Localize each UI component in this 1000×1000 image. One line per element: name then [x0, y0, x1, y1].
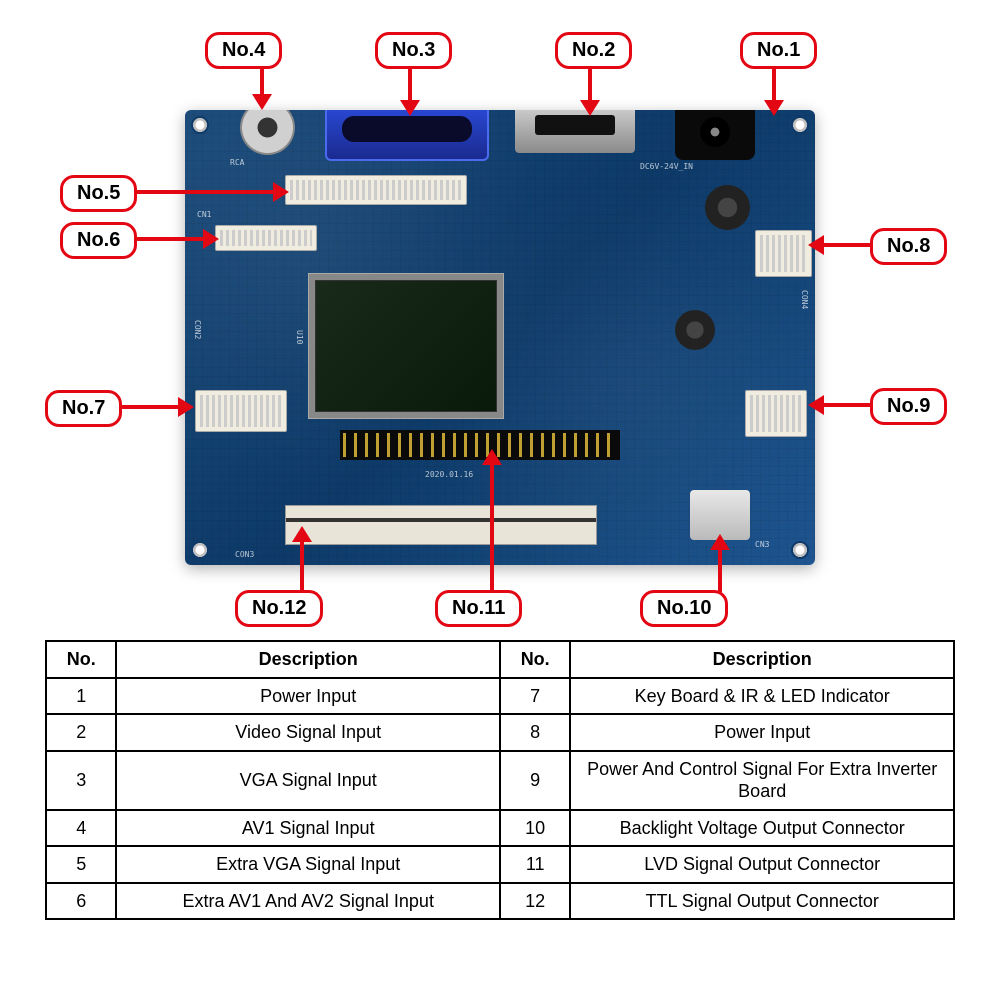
cell-no: 7 [500, 678, 570, 715]
pcb-board: RCA CN1 CON2 CON3 CON4 CN3 DC6V-24V_IN U… [185, 110, 815, 565]
connector-keyboard [195, 390, 287, 432]
cell-desc: AV1 Signal Input [116, 810, 500, 847]
connector-power [755, 230, 812, 277]
callout-2: No.2 [555, 32, 632, 69]
connector-inverter [745, 390, 807, 437]
cell-no: 9 [500, 751, 570, 810]
cell-no: 3 [46, 751, 116, 810]
cell-no: 10 [500, 810, 570, 847]
connector-backlight [690, 490, 750, 540]
table-row: 5Extra VGA Signal Input11LVD Signal Outp… [46, 846, 954, 883]
silk-con2: CON2 [193, 320, 202, 339]
mounting-hole [191, 116, 209, 134]
table-row: 6Extra AV1 And AV2 Signal Input12TTL Sig… [46, 883, 954, 920]
callout-6: No.6 [60, 222, 137, 259]
cell-desc: Key Board & IR & LED Indicator [570, 678, 954, 715]
mounting-hole [791, 541, 809, 559]
hdmi-port [515, 110, 635, 153]
mounting-hole [191, 541, 209, 559]
cell-no: 8 [500, 714, 570, 751]
cell-desc: Backlight Voltage Output Connector [570, 810, 954, 847]
table-row: 1Power Input7Key Board & IR & LED Indica… [46, 678, 954, 715]
callout-11: No.11 [435, 590, 522, 627]
silk-date: 2020.01.16 [425, 470, 473, 479]
connector-extra-vga [285, 175, 467, 205]
callout-10: No.10 [640, 590, 728, 627]
connector-extra-av [215, 225, 317, 251]
cell-no: 6 [46, 883, 116, 920]
callout-9: No.9 [870, 388, 947, 425]
rca-jack [240, 110, 295, 155]
th-desc-left: Description [116, 641, 500, 678]
callout-8: No.8 [870, 228, 947, 265]
callout-1: No.1 [740, 32, 817, 69]
cell-no: 2 [46, 714, 116, 751]
cell-no: 11 [500, 846, 570, 883]
th-no-right: No. [500, 641, 570, 678]
callout-7: No.7 [45, 390, 122, 427]
capacitor [675, 310, 715, 350]
cell-desc: Extra AV1 And AV2 Signal Input [116, 883, 500, 920]
cell-desc: Video Signal Input [116, 714, 500, 751]
capacitor [705, 185, 750, 230]
callout-12: No.12 [235, 590, 323, 627]
silk-dc: DC6V-24V_IN [640, 162, 693, 171]
main-ic-chip [315, 280, 497, 412]
cell-desc: Power Input [116, 678, 500, 715]
callout-5: No.5 [60, 175, 137, 212]
table-row: 3VGA Signal Input9Power And Control Sign… [46, 751, 954, 810]
silk-rca: RCA [230, 158, 244, 167]
description-table: No. Description No. Description 1Power I… [45, 640, 955, 920]
callout-4: No.4 [205, 32, 282, 69]
cell-no: 1 [46, 678, 116, 715]
silk-con4: CON4 [800, 290, 809, 309]
vga-port [325, 110, 489, 161]
silk-con3: CON3 [235, 550, 254, 559]
table-header-row: No. Description No. Description [46, 641, 954, 678]
pcb-diagram: RCA CN1 CON2 CON3 CON4 CN3 DC6V-24V_IN U… [0, 0, 1000, 610]
th-no-left: No. [46, 641, 116, 678]
silk-u10: U10 [295, 330, 304, 344]
cell-no: 5 [46, 846, 116, 883]
silk-cn1: CN1 [197, 210, 211, 219]
cell-desc: TTL Signal Output Connector [570, 883, 954, 920]
cell-no: 12 [500, 883, 570, 920]
callout-3: No.3 [375, 32, 452, 69]
cell-desc: Power Input [570, 714, 954, 751]
cell-desc: Power And Control Signal For Extra Inver… [570, 751, 954, 810]
th-desc-right: Description [570, 641, 954, 678]
cell-no: 4 [46, 810, 116, 847]
dc-jack [675, 110, 755, 160]
table-row: 4AV1 Signal Input10Backlight Voltage Out… [46, 810, 954, 847]
lvds-pin-header [340, 430, 620, 460]
silk-cn3: CN3 [755, 540, 769, 549]
mounting-hole [791, 116, 809, 134]
cell-desc: LVD Signal Output Connector [570, 846, 954, 883]
table-row: 2Video Signal Input8Power Input [46, 714, 954, 751]
ttl-ffc-connector [285, 505, 597, 545]
cell-desc: VGA Signal Input [116, 751, 500, 810]
cell-desc: Extra VGA Signal Input [116, 846, 500, 883]
